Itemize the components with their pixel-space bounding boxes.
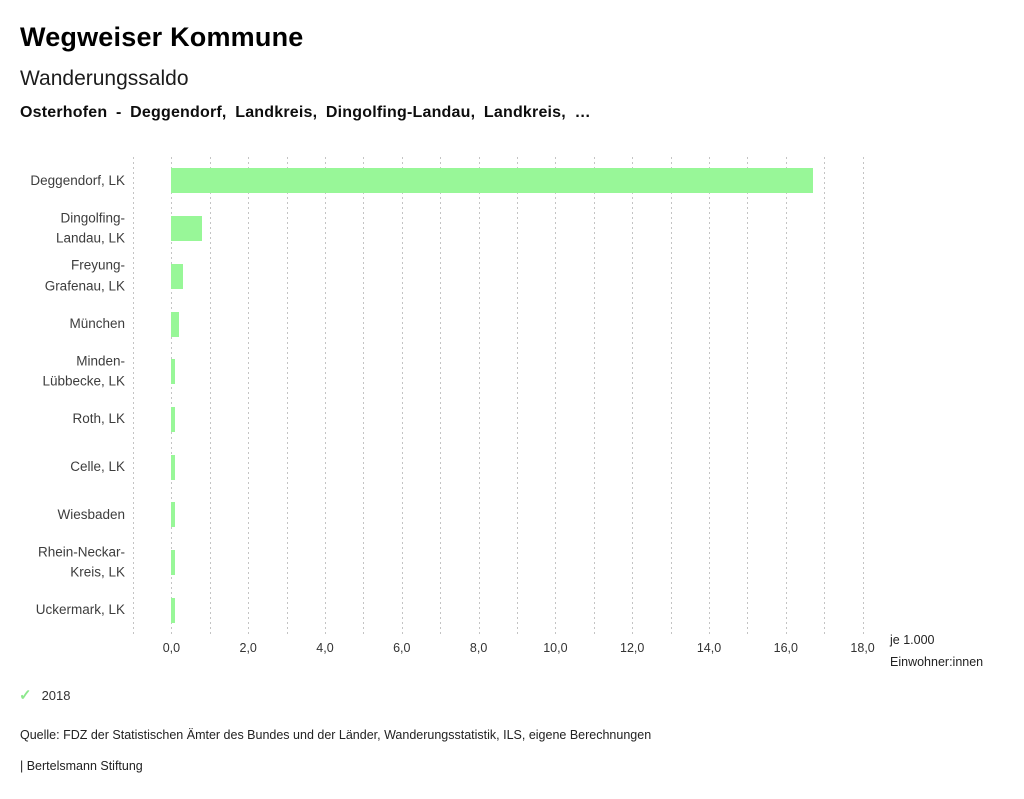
y-axis-label: Celle, LK [70, 458, 125, 474]
y-axis-label: Wiesbaden [57, 506, 125, 522]
gridline [478, 157, 480, 634]
source-text: Quelle: FDZ der Statistischen Ämter des … [20, 728, 652, 742]
gridline [286, 157, 288, 634]
gridline [440, 157, 442, 634]
bar [171, 168, 813, 194]
bar [171, 502, 176, 528]
x-tick-label: 16,0 [773, 641, 798, 655]
gridline [209, 157, 211, 634]
gridline [517, 157, 518, 634]
bar [171, 550, 176, 575]
bar [171, 406, 176, 432]
bar [171, 454, 176, 480]
y-axis-label: Dingolfing- Landau, LK [55, 210, 125, 246]
bar [171, 597, 176, 623]
bar [171, 359, 176, 385]
gridline [171, 157, 173, 634]
gridline [555, 157, 557, 634]
gridline [401, 157, 403, 634]
x-tick-label: 0,0 [162, 641, 181, 655]
gridline [325, 157, 326, 634]
year-label: 2018 [41, 688, 71, 703]
y-axis-labels: Deggendorf, LK Dingolfing- Landau, LK Freyu… [10, 157, 125, 634]
bar-chart-plot [133, 157, 877, 634]
checkmark-icon: ✓ [19, 687, 32, 704]
bar [171, 311, 180, 337]
x-tick-label: 10,0 [543, 641, 568, 655]
x-tick-label: 18,0 [850, 641, 875, 655]
gridline [747, 157, 749, 634]
axis-unit-line2: Einwohner:innen [890, 654, 984, 669]
chart-title: Wanderungssaldo [20, 67, 189, 90]
x-tick-label: 6,0 [393, 641, 411, 655]
gridline [709, 157, 710, 634]
y-axis-label: Minden- Lübbecke, LK [42, 353, 125, 389]
attribution-text: | Bertelsmann Stiftung [20, 759, 143, 773]
year-legend: ✓ 2018 [19, 688, 71, 703]
gridline [862, 157, 864, 634]
gridline [785, 157, 787, 634]
x-tick-label: 14,0 [696, 641, 722, 655]
gridline [593, 157, 595, 634]
x-tick-label: 8,0 [469, 641, 488, 655]
bar [171, 263, 183, 289]
y-axis-label: Deggendorf, LK [30, 172, 125, 188]
bar [171, 216, 203, 242]
chart-selection-subtitle: Osterhofen - Deggendorf, Landkreis, Ding… [20, 104, 591, 121]
page-title: Wegweiser Kommune [20, 22, 304, 52]
y-axis-label: Rhein-Neckar- Kreis, LK [37, 544, 125, 580]
x-tick-label: 4,0 [316, 641, 334, 655]
gridline [248, 157, 250, 634]
x-axis-ticks: 0,0 2,0 4,0 6,0 8,0 10,0 12,0 14,0 16,0 18,0 [133, 641, 877, 657]
x-tick-label: 12,0 [620, 641, 645, 655]
y-axis-label: Uckermark, LK [35, 601, 125, 617]
gridline [670, 157, 672, 634]
y-axis-label: Freyung- Grafenau, LK [44, 257, 125, 294]
x-tick-label: 2,0 [239, 641, 257, 655]
gridline [363, 157, 365, 634]
axis-unit-line1: je 1.000 [890, 633, 935, 647]
gridline [632, 157, 634, 634]
axis-unit-label: je 1.000 Einwohner:innen [890, 630, 983, 673]
y-axis-label: Roth, LK [72, 411, 125, 427]
gridline [133, 157, 134, 634]
gridline [824, 157, 826, 634]
y-axis-label: München [69, 315, 125, 331]
